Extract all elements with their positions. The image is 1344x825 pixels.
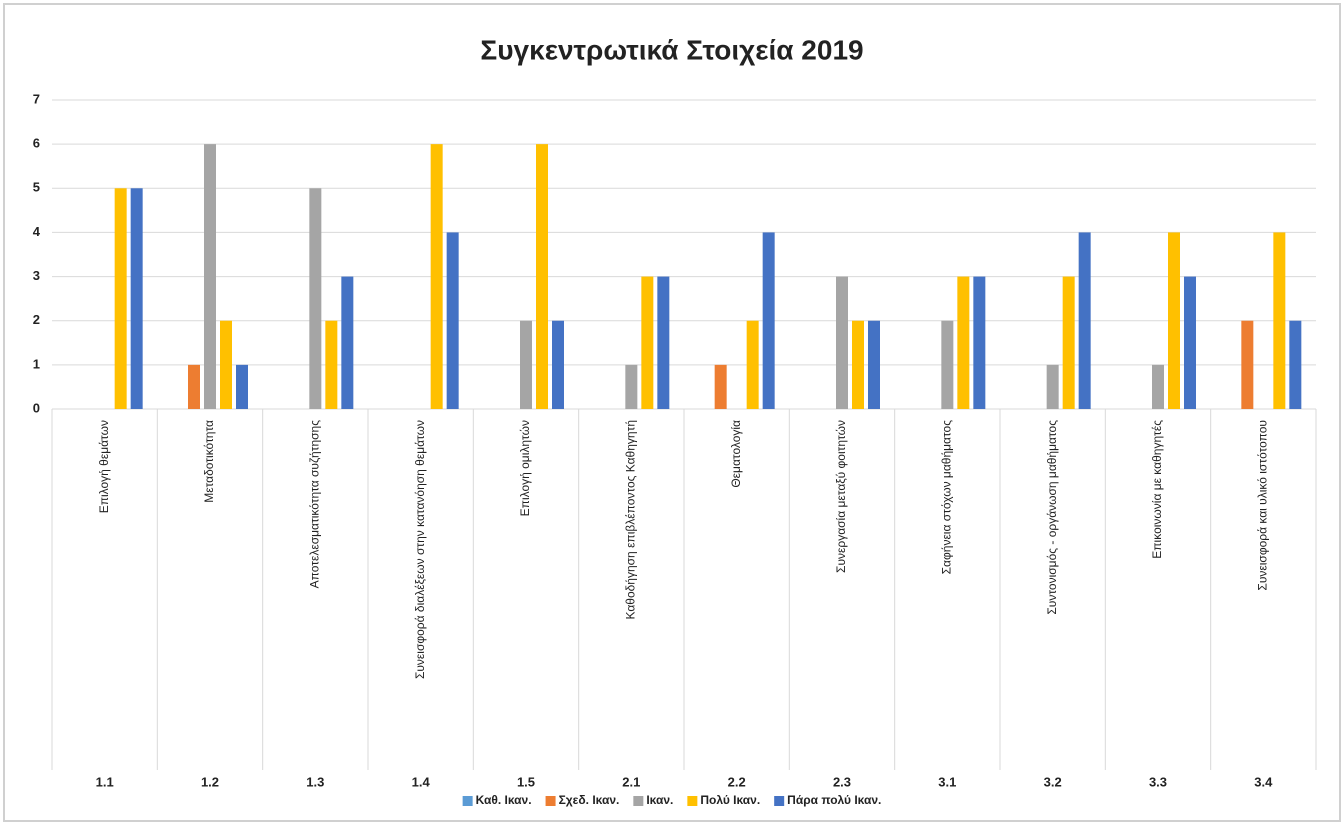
legend-swatch bbox=[633, 796, 644, 806]
legend-swatch bbox=[774, 796, 785, 806]
x-sub-label: Επιλογή θεμάτων bbox=[97, 420, 111, 513]
bar bbox=[325, 320, 338, 409]
legend-label: Πάρα πολύ Ικαν. bbox=[787, 793, 881, 807]
bar bbox=[130, 188, 143, 409]
bar bbox=[446, 232, 459, 409]
bar bbox=[657, 276, 670, 409]
y-tick-label: 7 bbox=[33, 91, 40, 106]
bar bbox=[309, 188, 322, 409]
x-tick-label: 3.4 bbox=[1254, 774, 1273, 789]
x-sub-label: Συνεισφορά διαλέξεων στην κατανόηση θεμά… bbox=[413, 420, 427, 679]
x-tick-label: 3.1 bbox=[938, 774, 956, 789]
bar bbox=[341, 276, 354, 409]
x-tick-label: 1.1 bbox=[96, 774, 114, 789]
legend-swatch bbox=[687, 796, 698, 806]
bar bbox=[973, 276, 986, 409]
x-sub-label: Συνεισφορά και υλικό ιστότοπου bbox=[1256, 420, 1270, 591]
bar bbox=[762, 232, 775, 409]
bar bbox=[1241, 320, 1254, 409]
bar bbox=[114, 188, 127, 409]
x-tick-label: 1.5 bbox=[517, 774, 535, 789]
y-tick-label: 4 bbox=[33, 224, 41, 239]
x-tick-label: 2.2 bbox=[728, 774, 746, 789]
bar bbox=[1289, 320, 1302, 409]
x-sub-label: Επικοινωνία με καθηγητές bbox=[1150, 420, 1164, 559]
y-tick-label: 5 bbox=[33, 180, 40, 195]
bar bbox=[188, 364, 200, 409]
bar bbox=[520, 320, 532, 409]
y-tick-label: 6 bbox=[33, 136, 40, 151]
legend-label: Ικαν. bbox=[646, 793, 673, 807]
x-sub-label: Επιλογή ομιλητών bbox=[518, 420, 532, 516]
legend-swatch bbox=[462, 796, 473, 806]
legend: Καθ. Ικαν. Σχεδ. Ικαν. Ικαν. Πολύ Ικαν. Πάρα… bbox=[462, 793, 881, 807]
bar bbox=[868, 320, 880, 409]
bar bbox=[1062, 276, 1075, 409]
chart-frame bbox=[3, 3, 1341, 822]
x-sub-label: Μεταδοτικότητα bbox=[202, 420, 216, 503]
bar bbox=[1273, 232, 1286, 409]
bar bbox=[941, 320, 954, 409]
legend-label: Καθ. Ικαν. bbox=[476, 793, 532, 807]
bar bbox=[1046, 364, 1059, 409]
bar bbox=[852, 320, 864, 409]
x-sub-label: Καθοδήγηση επιβλέποντος Καθηγητή bbox=[624, 420, 638, 620]
x-sub-label: Σαφήνεια στόχων μαθήματος bbox=[940, 420, 954, 575]
bar bbox=[957, 276, 970, 409]
x-tick-label: 3.2 bbox=[1044, 774, 1062, 789]
y-tick-label: 0 bbox=[33, 400, 40, 415]
x-tick-label: 1.4 bbox=[412, 774, 431, 789]
bar bbox=[204, 144, 216, 409]
x-tick-label: 2.3 bbox=[833, 774, 851, 789]
y-tick-label: 2 bbox=[33, 312, 40, 327]
bar bbox=[236, 364, 248, 409]
chart-title: Συγκεντρωτικά Στοιχεία 2019 bbox=[480, 34, 863, 65]
bar bbox=[836, 276, 848, 409]
bar bbox=[1168, 232, 1180, 409]
legend-swatch bbox=[545, 796, 556, 806]
bar bbox=[714, 364, 727, 409]
bar bbox=[746, 320, 759, 409]
x-sub-label: Συνεργασία μεταξύ φοιτητών bbox=[834, 420, 848, 573]
legend-label: Σχεδ. Ικαν. bbox=[559, 793, 620, 807]
x-tick-label: 3.3 bbox=[1149, 774, 1167, 789]
x-sub-label: Συντονισμός - οργάνωση μαθήματος bbox=[1045, 420, 1059, 615]
bar bbox=[552, 320, 564, 409]
bar bbox=[641, 276, 654, 409]
bar bbox=[220, 320, 232, 409]
x-tick-label: 1.2 bbox=[201, 774, 219, 789]
x-sub-label: Θεματολογία bbox=[729, 420, 743, 488]
bar bbox=[536, 144, 548, 409]
bar bbox=[430, 144, 443, 409]
bar bbox=[1078, 232, 1091, 409]
x-sub-label: Αποτελεσματικότητα συζήτησης bbox=[308, 420, 322, 589]
y-tick-label: 3 bbox=[33, 268, 40, 283]
x-tick-label: 1.3 bbox=[306, 774, 324, 789]
bar bbox=[1184, 276, 1196, 409]
y-tick-label: 1 bbox=[33, 356, 40, 371]
bar bbox=[1152, 364, 1164, 409]
bar bbox=[625, 364, 638, 409]
legend-label: Πολύ Ικαν. bbox=[700, 793, 760, 807]
x-tick-label: 2.1 bbox=[622, 774, 640, 789]
